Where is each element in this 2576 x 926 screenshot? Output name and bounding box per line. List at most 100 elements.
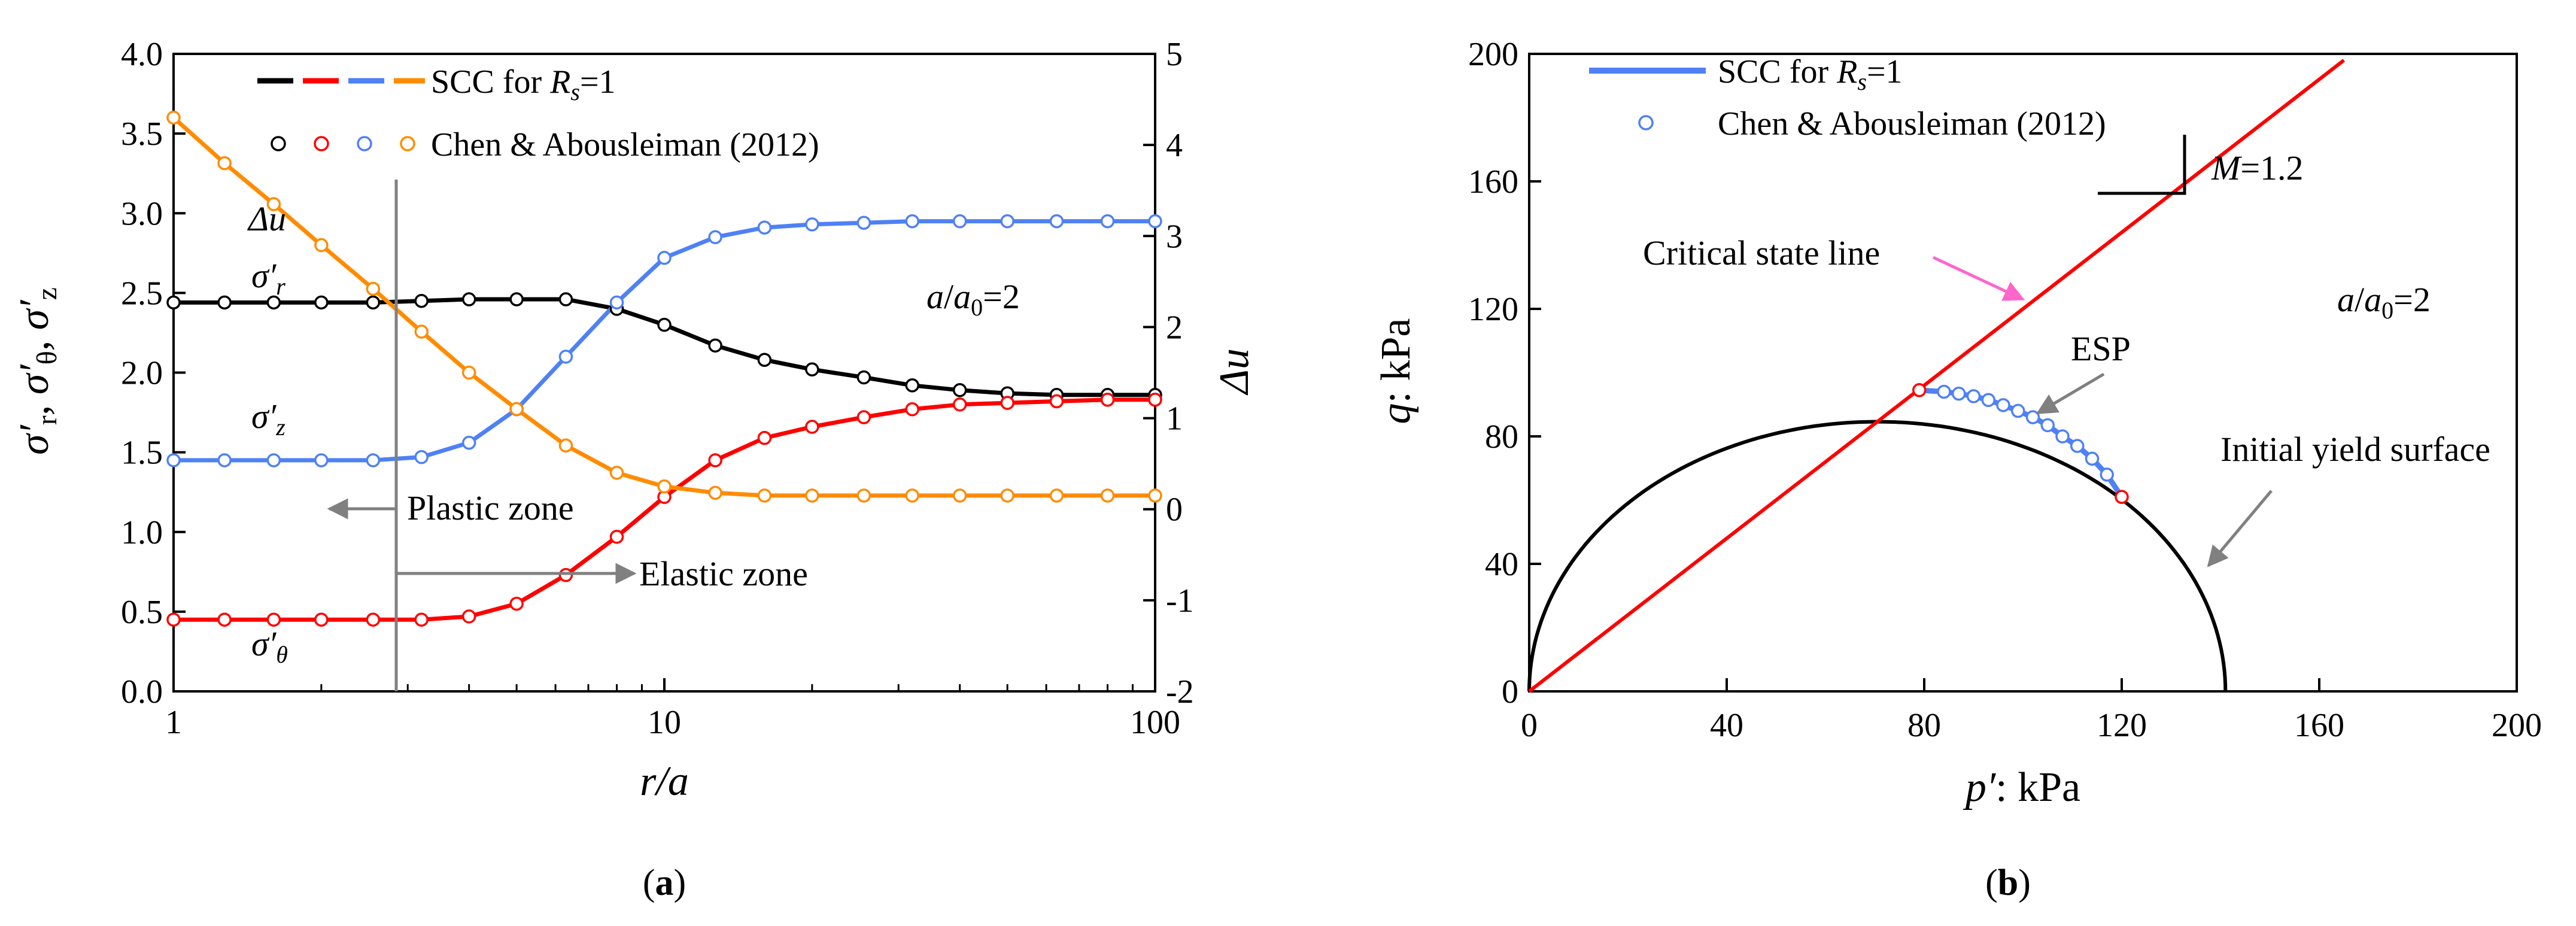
a-x-tick-label: 10 bbox=[648, 704, 681, 741]
a-data-point-0 bbox=[217, 295, 232, 310]
a-data-point-0 bbox=[952, 383, 967, 397]
a-data-point-1 bbox=[856, 410, 871, 424]
a-data-point-3 bbox=[314, 238, 329, 253]
a-y-tick-label: 3.0 bbox=[121, 195, 163, 232]
a-x-tick-label: 1 bbox=[165, 704, 182, 741]
a-data-point-2 bbox=[609, 295, 624, 310]
yield-surface-label: Initial yield surface bbox=[2220, 430, 2490, 469]
du-curve-label: Δu bbox=[247, 199, 286, 238]
a-data-point-2 bbox=[952, 214, 967, 229]
legend-marker-black bbox=[271, 136, 286, 151]
esp-data-point bbox=[1981, 393, 1995, 408]
esp-data-point bbox=[2070, 439, 2085, 453]
a-data-point-0 bbox=[708, 338, 722, 353]
legend-marker-red bbox=[314, 136, 329, 151]
esp-data-point bbox=[1996, 398, 2010, 412]
a-data-point-2 bbox=[366, 453, 381, 467]
b-x-tick-label: 80 bbox=[1907, 707, 1941, 744]
panel-b-y-label: q: kPa bbox=[1373, 318, 1419, 424]
a-data-point-3 bbox=[952, 488, 967, 503]
panel-b-caption: (b) bbox=[1985, 863, 2031, 903]
legend-line-label: SCC for Rs=1 bbox=[431, 63, 616, 105]
a-data-point-1 bbox=[609, 529, 624, 544]
a-data-point-3 bbox=[609, 466, 624, 480]
esp-data-point bbox=[2115, 490, 2129, 504]
a-data-point-3 bbox=[657, 479, 672, 494]
esp-data-point bbox=[1937, 384, 1951, 399]
a-data-point-0 bbox=[414, 293, 429, 308]
a-data-point-1 bbox=[509, 596, 524, 611]
csl-pointer-arrow bbox=[1932, 256, 2025, 301]
a-data-point-0 bbox=[757, 353, 772, 367]
a-y2-tick-label: 5 bbox=[1166, 36, 1183, 73]
a-data-point-1 bbox=[558, 567, 573, 582]
initial-yield-surface bbox=[1527, 420, 2228, 692]
b-x-tick-label: 120 bbox=[2097, 707, 2147, 744]
a-data-point-2 bbox=[314, 453, 329, 467]
esp-pointer-arrow bbox=[2036, 372, 2105, 415]
b-y-tick-label: 0 bbox=[1502, 673, 1518, 711]
a-x-tick-label: 100 bbox=[1130, 704, 1180, 741]
a-data-point-0 bbox=[166, 295, 181, 310]
a-data-point-3 bbox=[166, 110, 181, 125]
b-x-tick-label: 160 bbox=[2294, 707, 2344, 744]
esp-data-point bbox=[2025, 410, 2040, 424]
panel-a-y-label: σ′r, σ′θ, σ′z bbox=[11, 287, 63, 455]
a-data-point-2 bbox=[1148, 214, 1162, 229]
esp-data-point bbox=[1952, 386, 1966, 401]
legend-marker-orange bbox=[400, 136, 415, 151]
slope-triangle bbox=[2098, 135, 2186, 195]
a-data-point-3 bbox=[414, 324, 429, 339]
a-data-point-3 bbox=[366, 281, 381, 296]
b-x-tick-label: 0 bbox=[1521, 707, 1538, 744]
a-data-point-0 bbox=[558, 292, 573, 306]
a-data-point-1 bbox=[952, 397, 967, 412]
yield-pointer-arrow bbox=[2207, 490, 2273, 567]
a-data-point-2 bbox=[657, 251, 672, 265]
panel-b-markers bbox=[1912, 383, 2129, 504]
a-data-point-3 bbox=[757, 488, 772, 503]
a-y2-tick-label: 2 bbox=[1166, 309, 1183, 346]
a-y-tick-label: 4.0 bbox=[121, 36, 163, 73]
panel-b-ratio-label: a/a0=2 bbox=[2337, 280, 2431, 324]
panel-a-caption: (a) bbox=[643, 863, 686, 903]
a-data-point-2 bbox=[1049, 214, 1064, 229]
b-y-tick-label: 200 bbox=[1468, 36, 1518, 73]
a-y-tick-label: 3.5 bbox=[121, 116, 163, 153]
a-data-point-3 bbox=[1100, 488, 1115, 503]
b-y-tick-label: 160 bbox=[1468, 163, 1518, 201]
a-data-point-3 bbox=[558, 438, 573, 453]
plastic-zone-label: Plastic zone bbox=[407, 488, 574, 527]
a-data-point-1 bbox=[414, 612, 429, 627]
a-data-point-0 bbox=[266, 295, 281, 310]
a-data-point-2 bbox=[166, 453, 181, 467]
a-data-point-3 bbox=[1049, 488, 1064, 503]
csl-label: Critical state line bbox=[1643, 233, 1880, 272]
a-data-point-3 bbox=[509, 402, 524, 417]
panel-b-legend: SCC for Rs=1 Chen & Abousleiman (2012) bbox=[1589, 53, 2106, 142]
a-data-point-2 bbox=[856, 215, 871, 230]
panel-a: 1 10 100 0.0 0.5 1.0 1.5 2.0 2.5 3.0 3.5 4.0 -2 -1 0 1 2… bbox=[11, 36, 1257, 903]
a-y2-tick-label: 1 bbox=[1166, 400, 1183, 438]
a-data-point-3 bbox=[1000, 488, 1014, 503]
a-y2-tick-label: 3 bbox=[1166, 218, 1183, 255]
a-data-point-0 bbox=[657, 317, 672, 332]
a-data-point-2 bbox=[461, 435, 476, 450]
a-data-point-2 bbox=[1100, 214, 1115, 229]
a-data-point-3 bbox=[708, 485, 722, 500]
sz-curve-label: σ′z bbox=[251, 397, 285, 441]
a-y2-tick-label: 0 bbox=[1166, 491, 1183, 529]
panel-b-x-label: p′: kPa bbox=[1963, 764, 2080, 810]
a-data-point-2 bbox=[905, 214, 919, 229]
a-data-point-0 bbox=[805, 362, 819, 377]
a-data-point-1 bbox=[1000, 396, 1014, 410]
a-y-tick-label: 0.0 bbox=[121, 673, 163, 711]
b-x-tick-label: 200 bbox=[2492, 707, 2542, 744]
a-data-point-0 bbox=[856, 370, 871, 385]
b-x-tick-label: 40 bbox=[1710, 707, 1743, 744]
st-curve-label: σ′θ bbox=[251, 624, 288, 668]
critical-state-line bbox=[1528, 59, 2346, 693]
a-data-point-2 bbox=[1000, 214, 1014, 229]
a-data-point-1 bbox=[805, 420, 819, 434]
